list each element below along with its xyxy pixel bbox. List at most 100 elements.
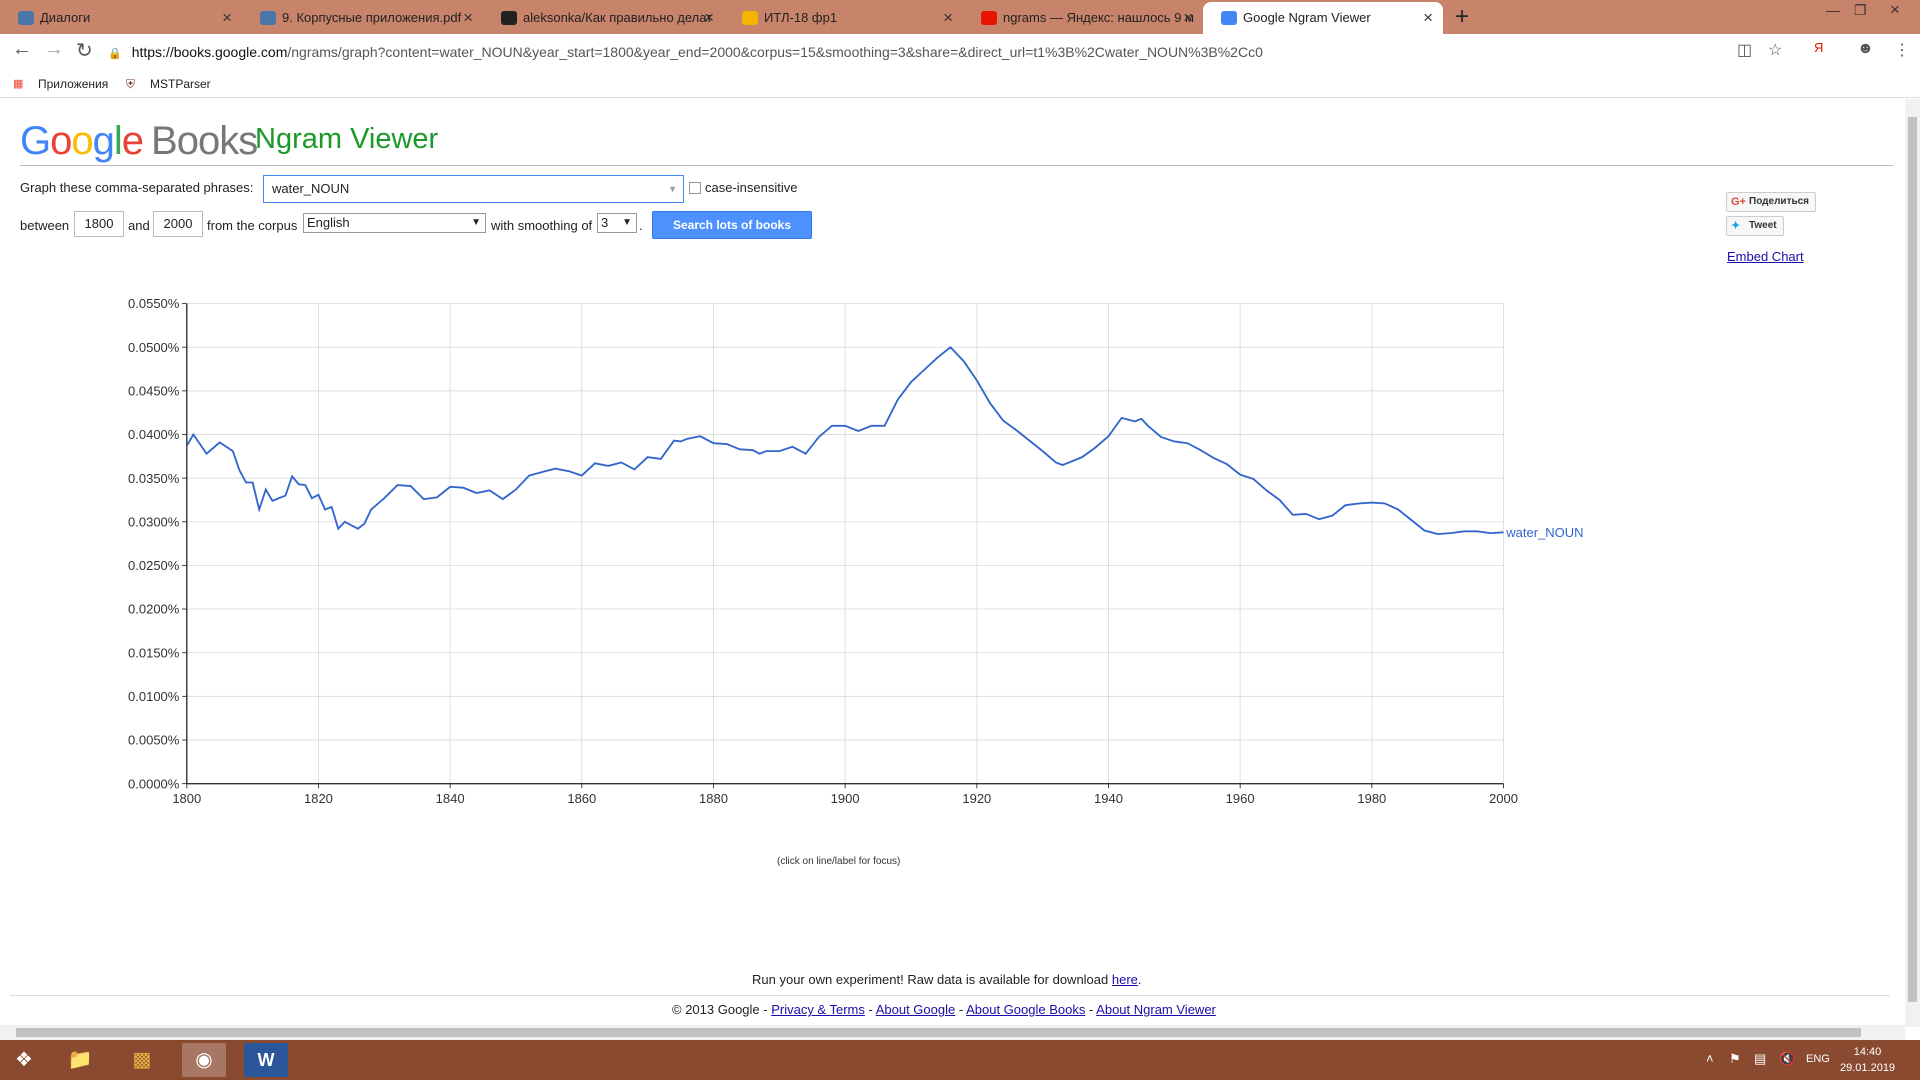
about-google-link[interactable]: About Google: [875, 1002, 956, 1017]
browser-tab[interactable]: Диалоги ×: [0, 2, 242, 34]
yandex-extension-icon[interactable]: Я: [1814, 40, 1824, 55]
page-content: Google Books Ngram Viewer Graph these com…: [0, 99, 1905, 1027]
restore-icon[interactable]: ❐: [1854, 2, 1867, 18]
vertical-scrollbar[interactable]: [1905, 99, 1920, 1027]
forward-icon[interactable]: →: [44, 38, 64, 60]
corpus-value: English: [307, 215, 350, 230]
word-icon[interactable]: W: [244, 1043, 288, 1077]
corpus-select[interactable]: English ▼: [303, 213, 486, 233]
y-tick-label: 0.0250%: [128, 558, 180, 573]
language-indicator[interactable]: ENG: [1806, 1053, 1830, 1065]
close-window-icon[interactable]: ×: [1890, 0, 1900, 19]
x-tick-label: 2000: [1489, 791, 1518, 805]
close-tab-icon[interactable]: ×: [463, 8, 473, 27]
browser-tab[interactable]: aleksonka/Как правильно делат ×: [483, 2, 724, 34]
translate-icon[interactable]: ◫: [1737, 42, 1753, 59]
series-line: [185, 345, 1504, 535]
x-tick-label: 1900: [831, 791, 860, 805]
tray-arrow-icon[interactable]: ˄: [1706, 1051, 1714, 1066]
drive-icon: [742, 11, 758, 25]
tab-title: ИТЛ-18 фр1: [764, 10, 838, 25]
page-title: Ngram Viewer: [255, 123, 439, 155]
year-start-input[interactable]: 1800: [74, 211, 124, 237]
new-tab-button[interactable]: +: [1455, 3, 1470, 30]
about-google-books-link[interactable]: About Google Books: [966, 1002, 1086, 1017]
select-arrow-icon: ▼: [622, 217, 632, 228]
download-here-link[interactable]: here: [1111, 972, 1138, 987]
phrase-input[interactable]: water_NOUN ▼: [263, 175, 684, 203]
reload-icon[interactable]: ↻: [76, 40, 93, 62]
browser-tab[interactable]: ИТЛ-18 фр1 ×: [724, 2, 963, 34]
address-bar[interactable]: 🔒 https://books.google.com/ngrams/graph?c…: [108, 39, 1778, 65]
minimize-icon[interactable]: —: [1826, 2, 1840, 18]
case-insensitive-label: case-insensitive: [705, 180, 798, 195]
series-label[interactable]: water_NOUN: [1505, 525, 1583, 540]
footer-links: © 2013 Google - Privacy & Terms - About …: [672, 1002, 1216, 1017]
chat-icon: [18, 11, 34, 25]
twitter-icon: ✦: [1731, 220, 1741, 232]
smoothing-label: with smoothing of: [491, 218, 593, 233]
divider: [10, 995, 1890, 996]
back-icon[interactable]: ←: [12, 38, 32, 60]
clock[interactable]: 14:40 29.01.2019: [1840, 1044, 1895, 1076]
bookmark-apps[interactable]: Приложения: [38, 77, 109, 91]
footer-separator: -: [864, 1002, 876, 1017]
close-tab-icon[interactable]: ×: [943, 8, 953, 27]
x-tick-label: 1920: [962, 791, 991, 805]
tab-title: Диалоги: [40, 10, 91, 25]
y-tick-label: 0.0400%: [128, 427, 180, 442]
tweet-button[interactable]: ✦ Tweet: [1726, 216, 1784, 236]
footer-dot: .: [1137, 972, 1142, 987]
shield-icon: ⛨: [126, 77, 136, 91]
profile-icon[interactable]: ☻: [1857, 40, 1874, 57]
tab-title: ngrams — Яндекс: нашлось 9 м: [1003, 10, 1194, 25]
url-host: https://books.google.com: [131, 44, 288, 60]
menu-icon[interactable]: ⋮: [1894, 42, 1910, 59]
y-tick-label: 0.0000%: [128, 776, 180, 791]
url-path: /ngrams/graph?content=water_NOUN&year_st…: [287, 44, 1263, 60]
bookmark-star-icon[interactable]: ☆: [1768, 42, 1783, 59]
case-insensitive-checkbox[interactable]: [689, 182, 701, 194]
and-label: and: [128, 218, 150, 233]
y-tick-label: 0.0050%: [128, 733, 180, 748]
about-ngram-viewer-link[interactable]: About Ngram Viewer: [1096, 1002, 1216, 1017]
copyright-text: © 2013 Google -: [672, 1002, 772, 1017]
flag-icon[interactable]: ⚑: [1729, 1051, 1741, 1066]
footer-raw-data: Run your own experiment! Raw data is ava…: [752, 972, 1142, 987]
horizontal-scrollbar[interactable]: [0, 1025, 1905, 1040]
browser-tab[interactable]: Google Ngram Viewer ×: [1203, 2, 1443, 34]
scrollbar-thumb[interactable]: [1908, 117, 1917, 1002]
browser-tab[interactable]: ngrams — Яндекс: нашлось 9 м ×: [963, 2, 1203, 34]
smoothing-value: 3: [601, 215, 609, 230]
archive-app-icon[interactable]: ▩: [132, 1049, 152, 1071]
footer-separator: -: [1085, 1002, 1097, 1017]
volume-muted-icon[interactable]: 🔇: [1779, 1051, 1796, 1066]
close-tab-icon[interactable]: ×: [1423, 8, 1433, 27]
browser-tab[interactable]: 9. Корпусные приложения.pdf ×: [242, 2, 483, 34]
y-tick-label: 0.0550%: [128, 296, 180, 311]
period-label: .: [639, 218, 643, 233]
bookmark-mstparser[interactable]: MSTParser: [150, 77, 211, 91]
close-tab-icon[interactable]: ×: [1183, 8, 1193, 27]
embed-chart-link[interactable]: Embed Chart: [1727, 249, 1804, 264]
windows-start-icon[interactable]: ❖: [15, 1049, 33, 1071]
close-tab-icon[interactable]: ×: [704, 8, 714, 27]
dropdown-arrow-icon: ▼: [668, 184, 677, 194]
file-explorer-icon[interactable]: 📁: [67, 1049, 93, 1071]
scrollbar-thumb[interactable]: [16, 1028, 1861, 1037]
x-tick-label: 1800: [172, 791, 201, 805]
y-tick-label: 0.0200%: [128, 602, 180, 617]
network-icon[interactable]: ▤: [1754, 1051, 1767, 1066]
chrome-icon[interactable]: ◉: [182, 1043, 226, 1077]
search-button[interactable]: Search lots of books: [652, 211, 812, 239]
footer-run-text: Run your own experiment! Raw data is ava…: [752, 972, 1112, 987]
apps-grid-icon: ▦: [13, 78, 24, 90]
x-tick-label: 1960: [1226, 791, 1255, 805]
year-end-input[interactable]: 2000: [153, 211, 203, 237]
smoothing-select[interactable]: 3 ▼: [597, 213, 637, 233]
share-button[interactable]: G+ Поделиться: [1726, 192, 1817, 212]
divider: [20, 165, 1893, 166]
tab-strip: Диалоги × 9. Корпусные приложения.pdf × alek…: [0, 0, 1920, 34]
close-tab-icon[interactable]: ×: [222, 8, 232, 27]
privacy-terms-link[interactable]: Privacy & Terms: [771, 1002, 865, 1017]
